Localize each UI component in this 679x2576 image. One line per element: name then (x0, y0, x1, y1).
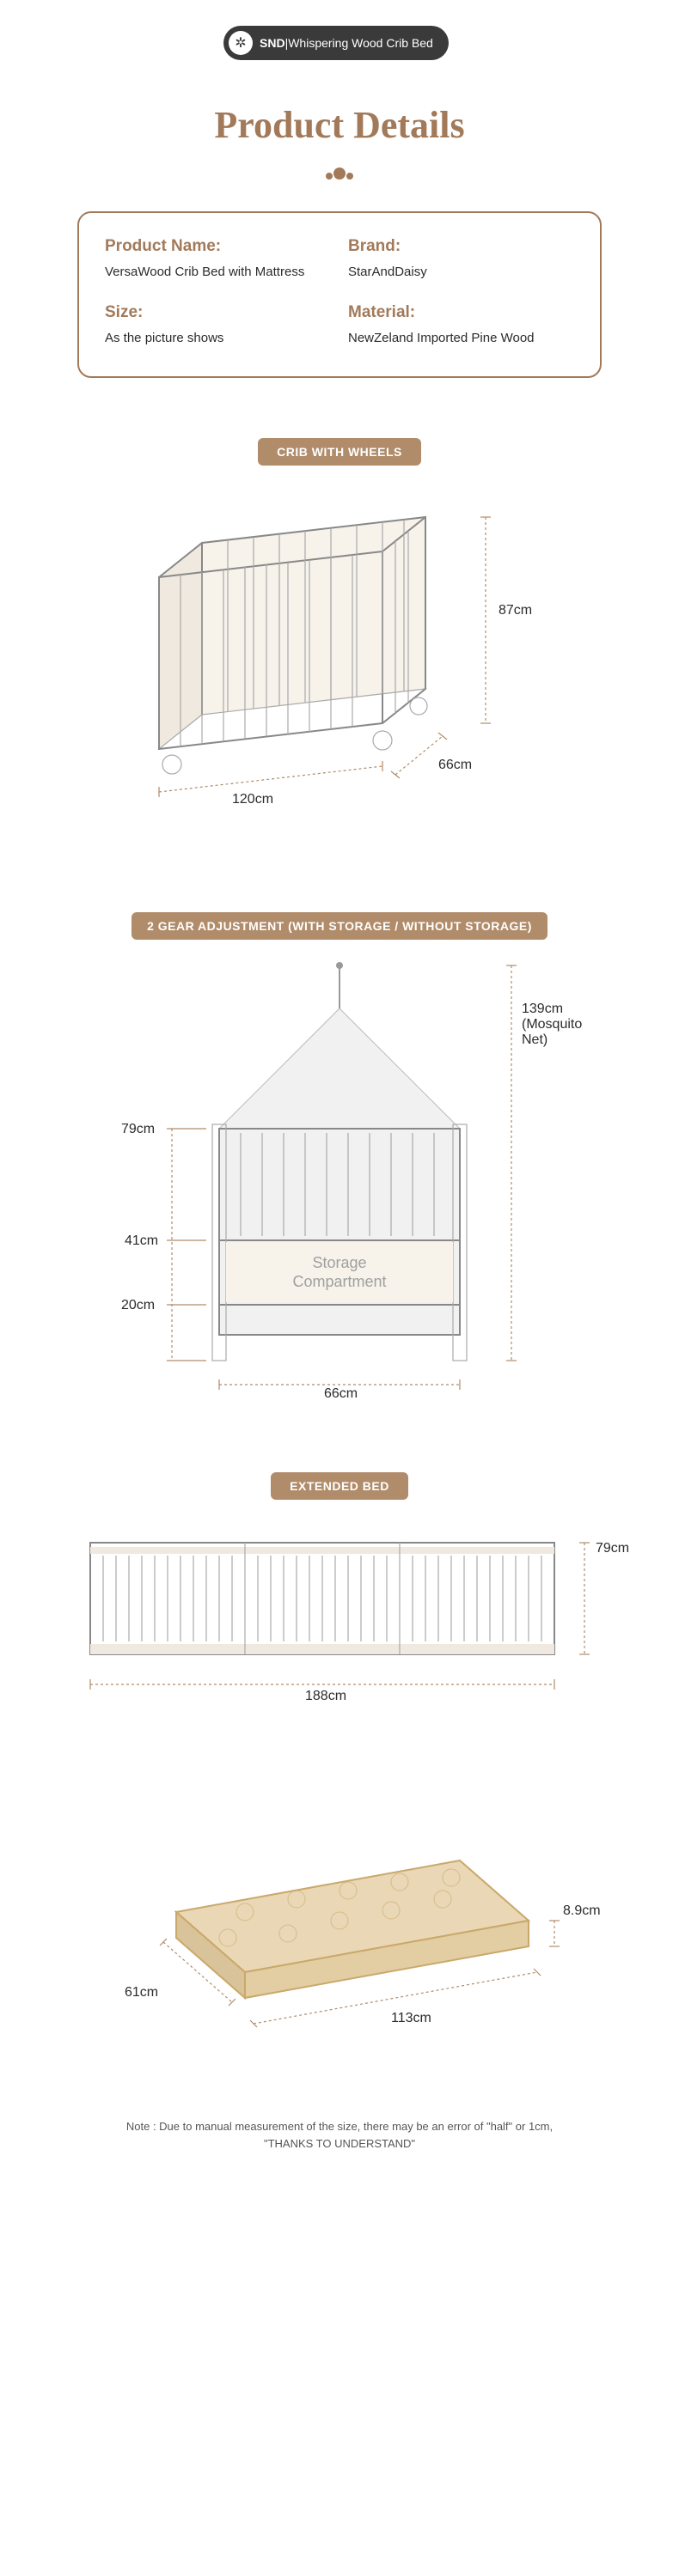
dim-mat-d: 61cm (125, 1985, 158, 2001)
gear-icon: ✲ (229, 31, 253, 55)
dim-crib-h: 87cm (499, 603, 532, 618)
detail-label: Size: (105, 303, 331, 322)
storage-text-1: Storage (312, 1254, 366, 1271)
dim-gear-41: 41cm (125, 1233, 158, 1249)
decor-dots (0, 166, 679, 186)
dim-crib-w: 120cm (232, 792, 273, 807)
section-crib: CRIB WITH WHEELS (0, 438, 679, 818)
dim-gear-20: 20cm (121, 1298, 155, 1313)
section-mattress: 113cm 61cm 8.9cm (0, 1766, 679, 2058)
footer-note: Note : Due to manual measurement of the … (34, 2118, 645, 2152)
brand-badge: ✲ SND | Whispering Wood Crib Bed (223, 26, 449, 60)
detail-label: Brand: (348, 237, 574, 256)
detail-label: Product Name: (105, 237, 331, 256)
dim-gear-net: 139cm (Mosquito Net) (522, 1002, 597, 1048)
diagram-crib: 87cm 66cm 120cm (99, 491, 580, 818)
section-gear: 2 GEAR ADJUSTMENT (WITH STORAGE / WITHOU… (0, 912, 679, 1404)
dim-mat-h: 8.9cm (563, 1903, 601, 1919)
diagram-mattress: 113cm 61cm 8.9cm (73, 1766, 606, 2058)
dim-gear-79: 79cm (121, 1122, 155, 1137)
section-badge-gear: 2 GEAR ADJUSTMENT (WITH STORAGE / WITHOU… (132, 912, 547, 940)
detail-value: As the picture shows (105, 331, 331, 345)
detail-material: Material: NewZeland Imported Pine Wood (348, 303, 574, 345)
dim-crib-d: 66cm (438, 758, 472, 773)
detail-label: Material: (348, 303, 574, 322)
diagram-extended: 188cm 79cm (47, 1517, 632, 1714)
detail-size: Size: As the picture shows (105, 303, 331, 345)
dim-ext-h: 79cm (596, 1541, 629, 1556)
detail-product-name: Product Name: VersaWood Crib Bed with Ma… (105, 237, 331, 279)
storage-text-2: Compartment (292, 1273, 386, 1290)
section-badge-crib: CRIB WITH WHEELS (258, 438, 421, 466)
detail-brand: Brand: StarAndDaisy (348, 237, 574, 279)
dim-gear-w: 66cm (324, 1386, 358, 1402)
detail-value: VersaWood Crib Bed with Mattress (105, 265, 331, 279)
section-extended: EXTENDED BED (0, 1472, 679, 1714)
detail-value: NewZeland Imported Pine Wood (348, 331, 574, 345)
badge-tagline: Whispering Wood Crib Bed (288, 36, 433, 50)
page-title: Product Details (0, 103, 679, 147)
detail-value: StarAndDaisy (348, 265, 574, 279)
details-box: Product Name: VersaWood Crib Bed with Ma… (77, 211, 602, 378)
diagram-gear: Storage Compartment 79cm 41cm 20cm 66cm … (82, 957, 597, 1404)
section-badge-extended: EXTENDED BED (271, 1472, 408, 1500)
dim-mat-w: 113cm (391, 2011, 431, 2026)
badge-brand: SND (260, 36, 285, 50)
dim-ext-w: 188cm (305, 1689, 346, 1704)
